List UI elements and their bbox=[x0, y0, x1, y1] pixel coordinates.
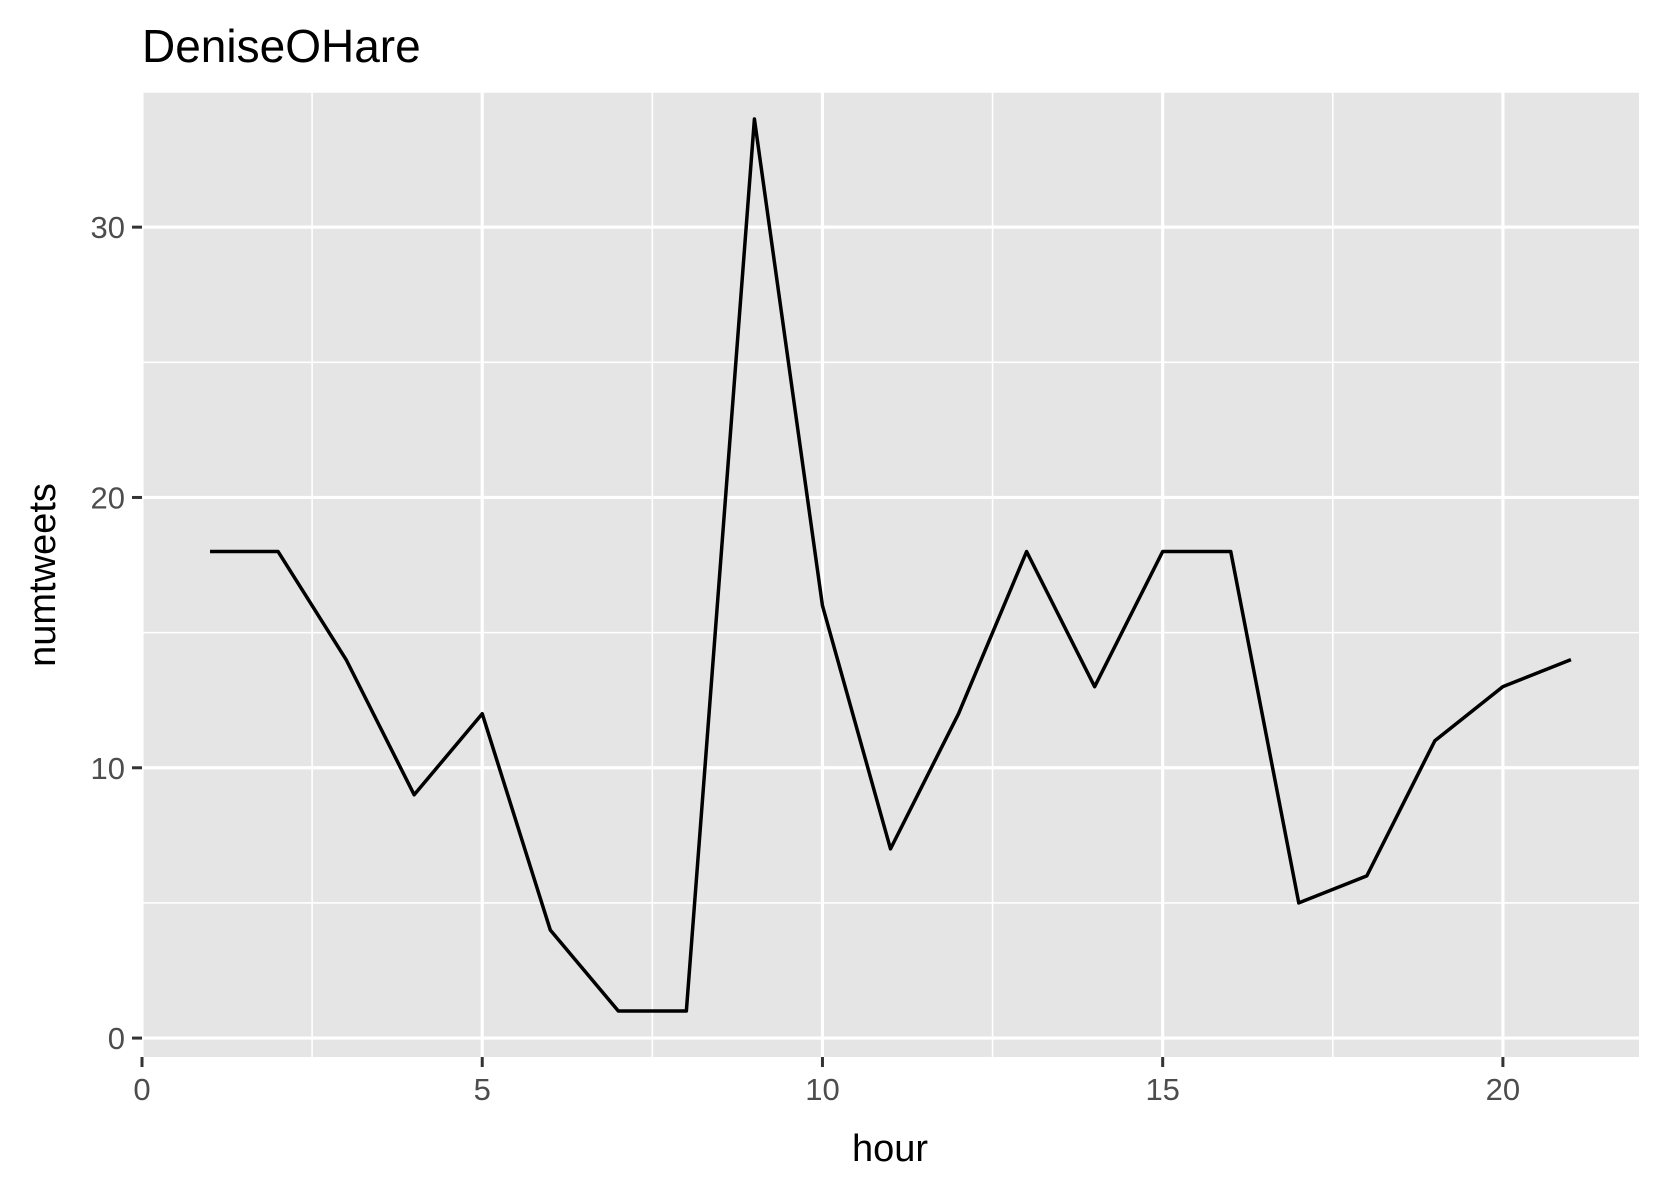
chart-title: DeniseOHare bbox=[142, 20, 421, 72]
x-tick-label: 15 bbox=[1145, 1072, 1179, 1107]
minor-gridlines bbox=[142, 91, 1639, 1057]
y-axis-ticks: 0 10 20 30 bbox=[91, 210, 142, 1056]
plot-panel bbox=[142, 92, 1639, 1057]
x-axis-ticks: 0 5 10 15 20 bbox=[133, 1057, 1520, 1107]
y-tick-label: 20 bbox=[91, 480, 125, 515]
y-tick-label: 30 bbox=[91, 210, 125, 245]
y-tick-label: 0 bbox=[108, 1021, 125, 1056]
x-tick-label: 10 bbox=[805, 1072, 839, 1107]
x-tick-label: 5 bbox=[474, 1072, 491, 1107]
y-axis-title: numtweets bbox=[22, 483, 64, 667]
x-axis-title: hour bbox=[852, 1128, 928, 1170]
major-gridlines bbox=[140, 92, 1639, 1057]
x-tick-label: 0 bbox=[133, 1072, 150, 1107]
y-tick-label: 10 bbox=[91, 751, 125, 786]
x-tick-label: 20 bbox=[1486, 1072, 1520, 1107]
series-line bbox=[210, 117, 1572, 1013]
